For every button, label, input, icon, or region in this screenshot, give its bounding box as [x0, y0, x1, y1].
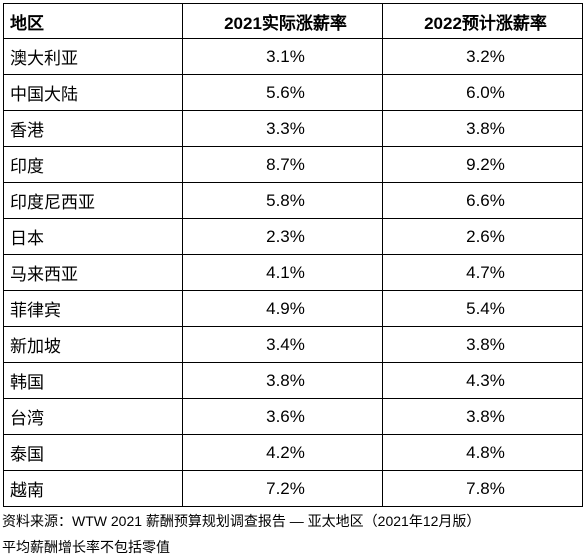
- actual-2021-cell: 4.9%: [182, 290, 383, 327]
- forecast-2022-cell: 6.0%: [382, 74, 583, 111]
- table-body: 澳大利亚 3.1% 3.2% 中国大陆 5.6% 6.0% 香港 3.3% 3.8% 印度 8.7%…: [3, 38, 583, 507]
- header-region: 地区: [3, 3, 183, 39]
- forecast-2022-cell: 6.6%: [382, 182, 583, 219]
- table-row: 印度 8.7% 9.2%: [3, 146, 583, 183]
- region-cell: 泰国: [3, 434, 183, 471]
- header-2022-forecast: 2022预计涨薪率: [382, 3, 583, 39]
- table-row: 澳大利亚 3.1% 3.2%: [3, 38, 583, 75]
- actual-2021-cell: 8.7%: [182, 146, 383, 183]
- region-cell: 韩国: [3, 362, 183, 399]
- forecast-2022-cell: 4.3%: [382, 362, 583, 399]
- region-cell: 越南: [3, 470, 183, 507]
- actual-2021-cell: 5.8%: [182, 182, 383, 219]
- region-cell: 台湾: [3, 398, 183, 435]
- table-row: 菲律宾 4.9% 5.4%: [3, 290, 583, 327]
- actual-2021-cell: 7.2%: [182, 470, 383, 507]
- forecast-2022-cell: 7.8%: [382, 470, 583, 507]
- forecast-2022-cell: 2.6%: [382, 218, 583, 255]
- salary-increase-table: 地区 2021实际涨薪率 2022预计涨薪率 澳大利亚 3.1% 3.2% 中国大陆 5…: [3, 3, 583, 507]
- forecast-2022-cell: 3.8%: [382, 398, 583, 435]
- region-cell: 印度: [3, 146, 183, 183]
- actual-2021-cell: 4.1%: [182, 254, 383, 291]
- note-footnote: 平均薪酬增长率不包括零值: [2, 539, 170, 555]
- forecast-2022-cell: 5.4%: [382, 290, 583, 327]
- source-footnote: 资料来源：WTW 2021 薪酬预算规划调查报告 — 亚太地区（2021年12月…: [2, 513, 481, 529]
- region-cell: 澳大利亚: [3, 38, 183, 75]
- region-cell: 印度尼西亚: [3, 182, 183, 219]
- actual-2021-cell: 3.6%: [182, 398, 383, 435]
- forecast-2022-cell: 9.2%: [382, 146, 583, 183]
- table-row: 新加坡 3.4% 3.8%: [3, 326, 583, 363]
- actual-2021-cell: 4.2%: [182, 434, 383, 471]
- forecast-2022-cell: 3.2%: [382, 38, 583, 75]
- region-cell: 新加坡: [3, 326, 183, 363]
- table-row: 越南 7.2% 7.8%: [3, 470, 583, 507]
- table-row: 印度尼西亚 5.8% 6.6%: [3, 182, 583, 219]
- forecast-2022-cell: 4.7%: [382, 254, 583, 291]
- table-row: 台湾 3.6% 3.8%: [3, 398, 583, 435]
- table-row: 马来西亚 4.1% 4.7%: [3, 254, 583, 291]
- header-2021-actual: 2021实际涨薪率: [182, 3, 383, 39]
- table-row: 韩国 3.8% 4.3%: [3, 362, 583, 399]
- actual-2021-cell: 3.8%: [182, 362, 383, 399]
- forecast-2022-cell: 3.8%: [382, 326, 583, 363]
- actual-2021-cell: 3.4%: [182, 326, 383, 363]
- forecast-2022-cell: 4.8%: [382, 434, 583, 471]
- region-cell: 香港: [3, 110, 183, 147]
- actual-2021-cell: 5.6%: [182, 74, 383, 111]
- table-row: 日本 2.3% 2.6%: [3, 218, 583, 255]
- table-row: 泰国 4.2% 4.8%: [3, 434, 583, 471]
- table-row: 香港 3.3% 3.8%: [3, 110, 583, 147]
- region-cell: 日本: [3, 218, 183, 255]
- actual-2021-cell: 3.1%: [182, 38, 383, 75]
- table-row: 中国大陆 5.6% 6.0%: [3, 74, 583, 111]
- region-cell: 马来西亚: [3, 254, 183, 291]
- region-cell: 中国大陆: [3, 74, 183, 111]
- actual-2021-cell: 3.3%: [182, 110, 383, 147]
- actual-2021-cell: 2.3%: [182, 218, 383, 255]
- region-cell: 菲律宾: [3, 290, 183, 327]
- table-header-row: 地区 2021实际涨薪率 2022预计涨薪率: [3, 3, 583, 39]
- forecast-2022-cell: 3.8%: [382, 110, 583, 147]
